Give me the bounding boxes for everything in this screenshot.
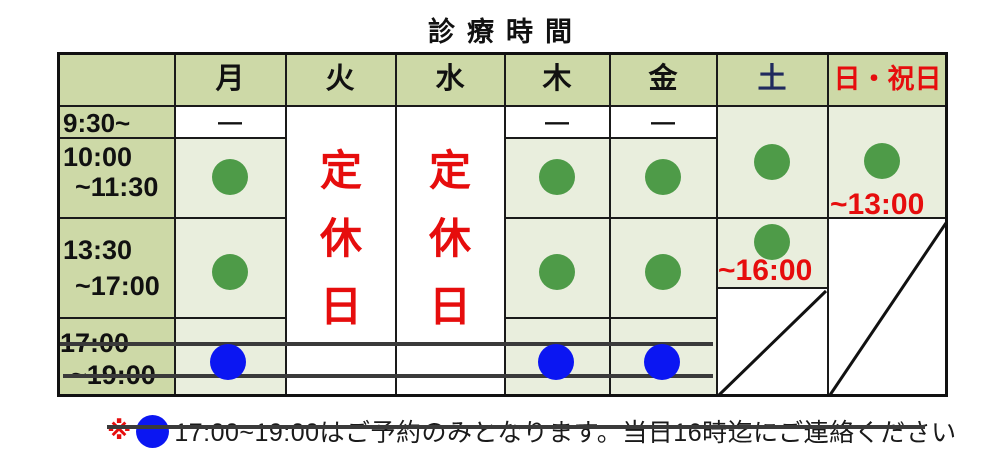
grid-line: [827, 52, 829, 397]
open-circle-sat-pm: [754, 224, 790, 260]
day-header-sat: 土: [757, 63, 787, 95]
footnote-strikethrough-line: [107, 425, 925, 429]
grid-line: [57, 105, 948, 107]
grid-line: [57, 317, 286, 319]
footnote: ※ 17:00~19:00はご予約のみとなります。当日16時迄にご連絡ください: [107, 413, 957, 449]
open-circle-fri-am: [645, 159, 681, 195]
grid-line: [57, 217, 286, 219]
closed-day-label-tue: 定休日: [319, 147, 362, 330]
no-service-diagonals: [717, 222, 948, 397]
reservation-circle-fri-eve: [644, 344, 680, 380]
reservation-circle-mon-eve: [210, 344, 246, 380]
time-row-930: 9:30~: [63, 108, 131, 138]
grid-line: [716, 52, 718, 397]
cell-thu-930: [504, 106, 610, 137]
time-row-1000-line2: ~11:30: [75, 172, 159, 202]
grid-line: [174, 52, 176, 397]
grid-line: [285, 52, 287, 397]
open-circle-fri-pm: [645, 254, 681, 290]
saturday-limit-label: ~16:00: [718, 254, 813, 287]
time-row-1330-line2: ~17:00: [75, 271, 160, 301]
page-title: 診療時間: [428, 17, 584, 47]
cell-mon-930: [175, 106, 285, 137]
cell-tue-closed: [285, 106, 396, 397]
grid-line: [504, 137, 717, 139]
time-row-1330-line1: 13:30: [63, 235, 133, 265]
grid-line: [716, 287, 828, 289]
day-header-wed: 水: [435, 63, 465, 95]
open-circle-sun-am: [864, 143, 900, 179]
strikethrough-line: [58, 342, 713, 346]
saturday-diagonal-line: [717, 289, 828, 397]
open-circle-mon-pm: [212, 254, 248, 290]
no-session-dash-mon: —: [218, 109, 242, 136]
grid-line: [504, 52, 506, 397]
open-circle-sat-am: [754, 144, 790, 180]
cell-fri-930: [609, 106, 717, 137]
day-header-thu: 木: [542, 63, 572, 95]
day-header-tue: 火: [325, 63, 355, 95]
no-session-dash-fri: —: [651, 109, 675, 136]
closed-day-label-wed: 定休日: [428, 147, 471, 330]
day-header-mon: 月: [215, 63, 245, 95]
header-row-bg: [57, 52, 948, 106]
time-column-bg: [57, 106, 175, 397]
open-circle-mon-am: [212, 159, 248, 195]
time-row-1000-line1: 10:00: [63, 142, 133, 172]
grid-line: [57, 137, 286, 139]
footnote-asterisk: ※: [107, 417, 132, 445]
grid-line: [395, 52, 397, 397]
open-circle-thu-am: [539, 159, 575, 195]
open-circle-thu-pm: [539, 254, 575, 290]
grid-line: [504, 317, 717, 319]
cell-wed-closed: [395, 106, 505, 397]
sunday-diagonal-line: [828, 222, 948, 396]
blue-circle-icon: [136, 414, 170, 448]
grid-line: [609, 52, 611, 397]
strikethrough-line: [63, 374, 713, 378]
day-header-fri: 金: [648, 63, 678, 95]
no-session-dash-thu: —: [545, 109, 569, 136]
sunday-limit-label: ~13:00: [830, 188, 925, 221]
grid-line: [504, 217, 948, 219]
reservation-circle-thu-eve: [538, 344, 574, 380]
footnote-text: 17:00~19:00はご予約のみとなります。当日16時迄にご連絡ください: [174, 419, 957, 447]
day-header-sun-holiday: 日・祝日: [833, 64, 942, 94]
